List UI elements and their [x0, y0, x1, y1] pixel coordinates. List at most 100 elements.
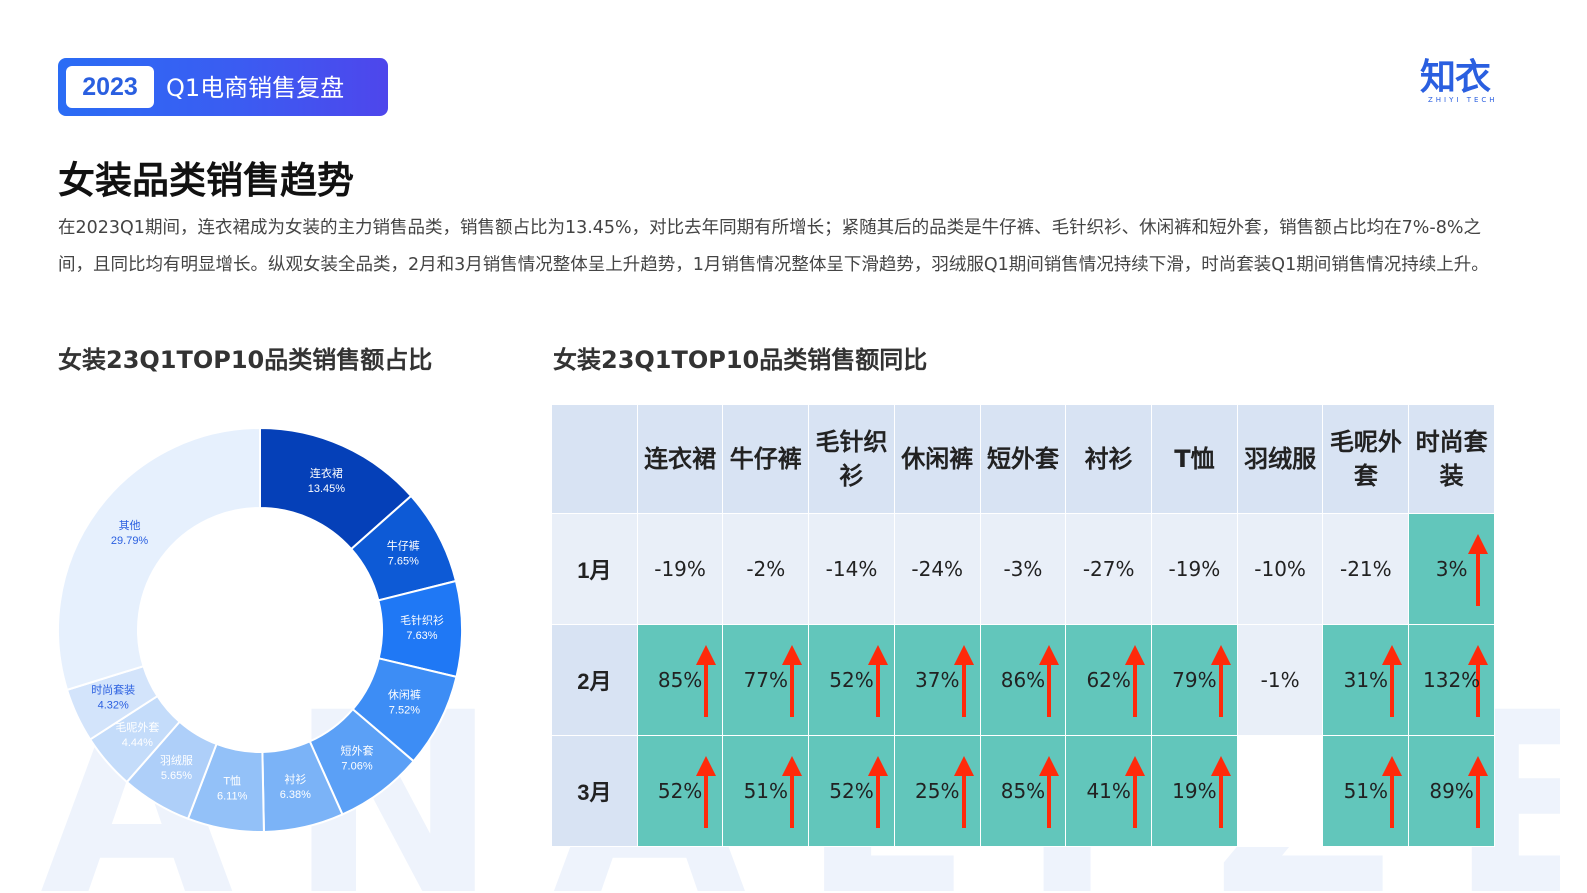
- up-arrow-icon: [867, 756, 888, 828]
- cell-value: 3%: [1435, 557, 1468, 581]
- cell-value: 85%: [657, 668, 703, 692]
- cell-value: 51%: [1343, 779, 1389, 803]
- donut-value-label-9: 4.32%: [98, 700, 129, 712]
- table-cell-0-2: -14%: [808, 513, 895, 625]
- table-cell-2-8: 51%: [1322, 735, 1410, 847]
- donut-category-label-1: 牛仔裤: [387, 538, 420, 552]
- column-header-7: 羽绒服: [1236, 404, 1324, 514]
- table-cell-2-0: 52%: [636, 735, 724, 847]
- table-cell-0-0: -19%: [636, 513, 724, 625]
- table-cell-0-8: -21%: [1322, 513, 1410, 625]
- table-cell-0-3: -24%: [893, 513, 981, 625]
- up-arrow-icon: [953, 645, 974, 717]
- table-cell-1-5: 62%: [1065, 624, 1153, 736]
- up-arrow-icon: [696, 756, 717, 828]
- donut-value-label-2: 7.63%: [406, 630, 437, 642]
- cell-value: 52%: [829, 668, 874, 692]
- cell-value: -3%: [1003, 557, 1043, 581]
- table-cell-1-4: 86%: [979, 624, 1067, 736]
- table-row: 2月 85% 77% 52% 37% 86% 62% 79% -1% 31% 132%: [551, 624, 1495, 736]
- table-cell-0-7: -10%: [1236, 513, 1324, 625]
- table-cell-1-9: 132%: [1408, 624, 1495, 736]
- cell-value: -1%: [1260, 668, 1300, 692]
- up-arrow-icon: [1382, 756, 1403, 828]
- column-header-6: T恤: [1151, 404, 1238, 514]
- donut-value-label-7: 5.65%: [161, 770, 192, 782]
- up-arrow-icon: [696, 645, 717, 717]
- column-header-5: 衬衫: [1065, 404, 1153, 514]
- cell-value: 62%: [1086, 668, 1131, 692]
- table-cell-2-6: 19%: [1151, 735, 1238, 847]
- column-header-1: 牛仔裤: [722, 404, 810, 514]
- cell-value: -27%: [1082, 557, 1135, 581]
- summary-paragraph: 在2023Q1期间，连衣裙成为女装的主力销售品类，销售额占比为13.45%，对比…: [58, 218, 1489, 275]
- row-label-1: 2月: [551, 624, 638, 736]
- up-arrow-icon: [782, 645, 803, 717]
- up-arrow-icon: [1468, 645, 1488, 717]
- page-title: 女装品类销售趋势: [58, 159, 354, 202]
- table-corner-cell: [551, 404, 638, 514]
- cell-value: 25%: [915, 779, 960, 803]
- table-cell-2-4: 85%: [979, 735, 1067, 847]
- up-arrow-icon: [1125, 756, 1146, 828]
- donut-value-label-3: 7.52%: [389, 704, 420, 716]
- table-cell-0-4: -3%: [979, 513, 1067, 625]
- cell-value: 51%: [743, 779, 789, 803]
- donut-value-label-1: 7.65%: [388, 555, 419, 567]
- cell-value: 85%: [1000, 779, 1046, 803]
- table-cell-1-6: 79%: [1151, 624, 1238, 736]
- column-header-3: 休闲裤: [893, 404, 981, 514]
- donut-category-label-10: 其他: [119, 519, 141, 532]
- donut-value-label-10: 29.79%: [111, 535, 149, 547]
- donut-value-label-6: 6.11%: [217, 791, 248, 803]
- donut-category-label-3: 休闲裤: [388, 687, 421, 701]
- cell-value: -19%: [1168, 557, 1221, 581]
- donut-category-label-2: 毛针织衫: [400, 613, 444, 627]
- up-arrow-icon: [1039, 756, 1060, 828]
- table-cell-0-5: -27%: [1065, 513, 1153, 625]
- up-arrow-icon: [1468, 756, 1488, 828]
- cell-value: 41%: [1086, 779, 1131, 803]
- table-cell-0-9: 3%: [1408, 513, 1495, 625]
- cell-value: -2%: [746, 557, 786, 581]
- up-arrow-icon: [867, 645, 888, 717]
- table-cell-2-1: 51%: [722, 735, 810, 847]
- donut-category-label-6: T恤: [223, 775, 241, 788]
- cell-value: 37%: [915, 668, 960, 692]
- table-cell-1-3: 37%: [893, 624, 981, 736]
- column-header-4: 短外套: [979, 404, 1067, 514]
- table-row: 3月 52% 51% 52% 25% 85% 41% 19% 51% 89%: [551, 735, 1495, 847]
- cell-value: 31%: [1343, 668, 1389, 692]
- report-header-badge: 2023 Q1电商销售复盘: [58, 58, 388, 116]
- column-header-8: 毛呢外套: [1322, 404, 1410, 514]
- cell-value: 132%: [1423, 668, 1481, 692]
- cell-value: -19%: [654, 557, 706, 581]
- table-cell-2-5: 41%: [1065, 735, 1153, 847]
- column-header-0: 连衣裙: [636, 404, 724, 514]
- header-title: Q1电商销售复盘: [166, 74, 345, 102]
- column-header-2: 毛针织衫: [808, 404, 895, 514]
- up-arrow-icon: [1468, 534, 1488, 606]
- donut-value-label-4: 7.06%: [341, 761, 372, 773]
- cell-value: -21%: [1339, 557, 1392, 581]
- cell-value: -24%: [911, 557, 964, 581]
- donut-category-label-8: 毛呢外套: [115, 721, 159, 734]
- up-arrow-icon: [1039, 645, 1060, 717]
- cell-value: 89%: [1429, 779, 1474, 803]
- table-cell-1-2: 52%: [808, 624, 895, 736]
- table-row: 1月 -19% -2% -14% -24% -3% -27% -19% -10% -21% 3%: [551, 513, 1495, 625]
- donut-segment-10: [57, 426, 261, 692]
- header-year: 2023: [66, 66, 154, 108]
- table-cell-1-0: 85%: [636, 624, 724, 736]
- donut-chart-title: 女装23Q1TOP10品类销售额占比: [58, 346, 433, 374]
- up-arrow-icon: [953, 756, 974, 828]
- table-cell-1-7: -1%: [1236, 624, 1324, 736]
- table-cell-2-2: 52%: [808, 735, 895, 847]
- table-cell-1-1: 77%: [722, 624, 810, 736]
- donut-value-label-8: 4.44%: [122, 737, 153, 749]
- cell-value: 52%: [657, 779, 703, 803]
- donut-category-label-7: 羽绒服: [160, 754, 193, 767]
- table-cell-2-7: [1236, 735, 1324, 847]
- donut-category-label-4: 短外套: [341, 744, 374, 758]
- up-arrow-icon: [1210, 645, 1231, 717]
